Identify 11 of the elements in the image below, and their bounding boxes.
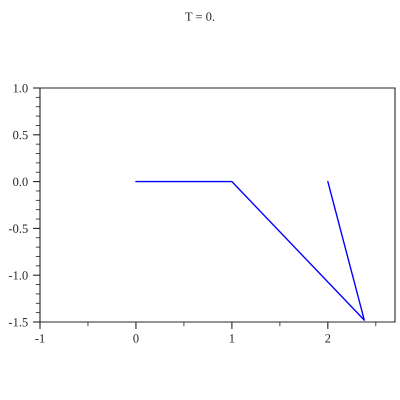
- y-tick-label: 0.0: [13, 178, 28, 186]
- y-tick-label: 0.5: [13, 130, 28, 140]
- y-tick-label: 1.0: [14, 84, 28, 93]
- y-tick-label: -1.0: [8, 271, 28, 280]
- chart-title: T = 0.: [185, 12, 214, 21]
- x-tick-label: 0: [133, 334, 139, 343]
- y-tick-label: -1.5: [8, 318, 28, 327]
- y-tick-label: -0.5: [8, 224, 28, 233]
- x-tick-label: 1: [230, 334, 234, 342]
- x-tick-label: 2: [325, 334, 330, 342]
- x-tick-label: -1: [35, 334, 44, 342]
